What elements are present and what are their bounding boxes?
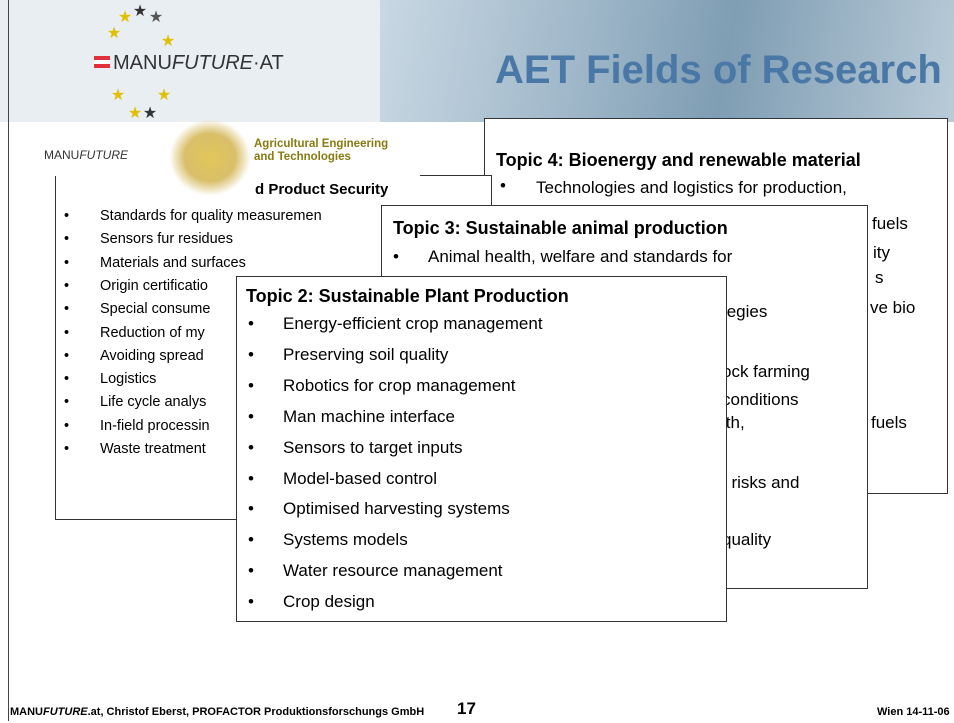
slide-frame xyxy=(8,0,953,721)
slide: ★★★ ★★ ★★ ★★ MANUFUTURE·AT AET Fields of… xyxy=(0,0,954,723)
